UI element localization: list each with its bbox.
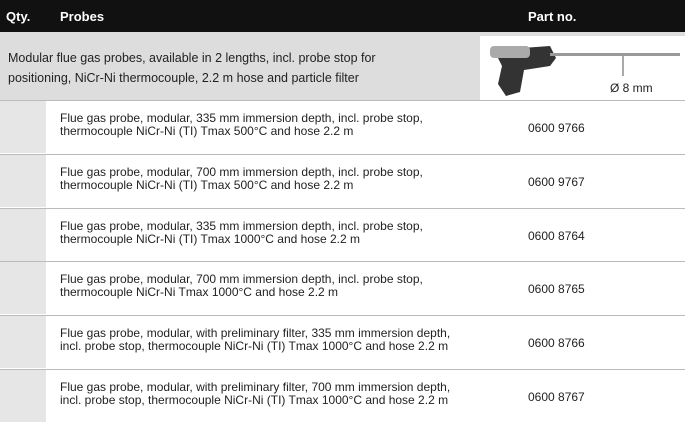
part-no-header: Part no. [528, 9, 576, 24]
part-number: 0600 8767 [528, 390, 585, 404]
section-line: positioning, NiCr-Ni thermocouple, 2.2 m… [8, 68, 376, 88]
description: Flue gas probe, modular, 335 mm immersio… [60, 112, 423, 138]
table-header: Qty. Probes Part no. [0, 0, 685, 32]
part-number: 0600 8766 [528, 336, 585, 350]
part-number: 0600 8765 [528, 282, 585, 296]
qty-cell [0, 155, 46, 207]
section-row: Modular flue gas probes, available in 2 … [0, 32, 685, 100]
table-row: Flue gas probe, modular, 700 mm immersio… [0, 261, 685, 314]
qty-cell [0, 101, 46, 153]
page: Qty. Probes Part no. Modular flue gas pr… [0, 0, 685, 423]
table-row: Flue gas probe, modular, 335 mm immersio… [0, 100, 685, 153]
part-number: 0600 8764 [528, 229, 585, 243]
table-row: Flue gas probe, modular, 700 mm immersio… [0, 154, 685, 207]
qty-header: Qty. [6, 9, 30, 24]
part-number: 0600 9767 [528, 175, 585, 189]
description-line: Flue gas probe, modular, 700 mm immersio… [60, 166, 423, 179]
table-row: Flue gas probe, modular, with preliminar… [0, 315, 685, 368]
diameter-label: Ø 8 mm [610, 81, 653, 95]
probes-header: Probes [60, 9, 104, 24]
table-row: Flue gas probe, modular, 335 mm immersio… [0, 208, 685, 261]
description: Flue gas probe, modular, 335 mm immersio… [60, 220, 423, 246]
description-line: incl. probe stop, thermocouple NiCr-Ni (… [60, 340, 450, 353]
qty-cell [0, 370, 46, 422]
table-row: Flue gas probe, modular, with preliminar… [0, 369, 685, 422]
description: Flue gas probe, modular, with preliminar… [60, 381, 450, 407]
section-text: Modular flue gas probes, available in 2 … [8, 48, 376, 88]
qty-cell [0, 209, 46, 261]
description: Flue gas probe, modular, with preliminar… [60, 327, 450, 353]
probe-image: Ø 8 mm [480, 36, 685, 100]
description-line: thermocouple NiCr-Ni (TI) Tmax 500°C and… [60, 125, 423, 138]
description: Flue gas probe, modular, 700 mm immersio… [60, 166, 423, 192]
description-line: Flue gas probe, modular, 335 mm immersio… [60, 220, 423, 233]
description-line: thermocouple NiCr-Ni (TI) Tmax 500°C and… [60, 179, 423, 192]
qty-cell [0, 316, 46, 368]
description: Flue gas probe, modular, 700 mm immersio… [60, 273, 423, 299]
section-line: Modular flue gas probes, available in 2 … [8, 48, 376, 68]
description-line: thermocouple NiCr-Ni Tmax 1000°C and hos… [60, 286, 423, 299]
description-line: thermocouple NiCr-Ni (TI) Tmax 1000°C an… [60, 233, 423, 246]
qty-cell [0, 262, 46, 314]
description-line: incl. probe stop, thermocouple NiCr-Ni (… [60, 394, 450, 407]
part-number: 0600 9766 [528, 121, 585, 135]
